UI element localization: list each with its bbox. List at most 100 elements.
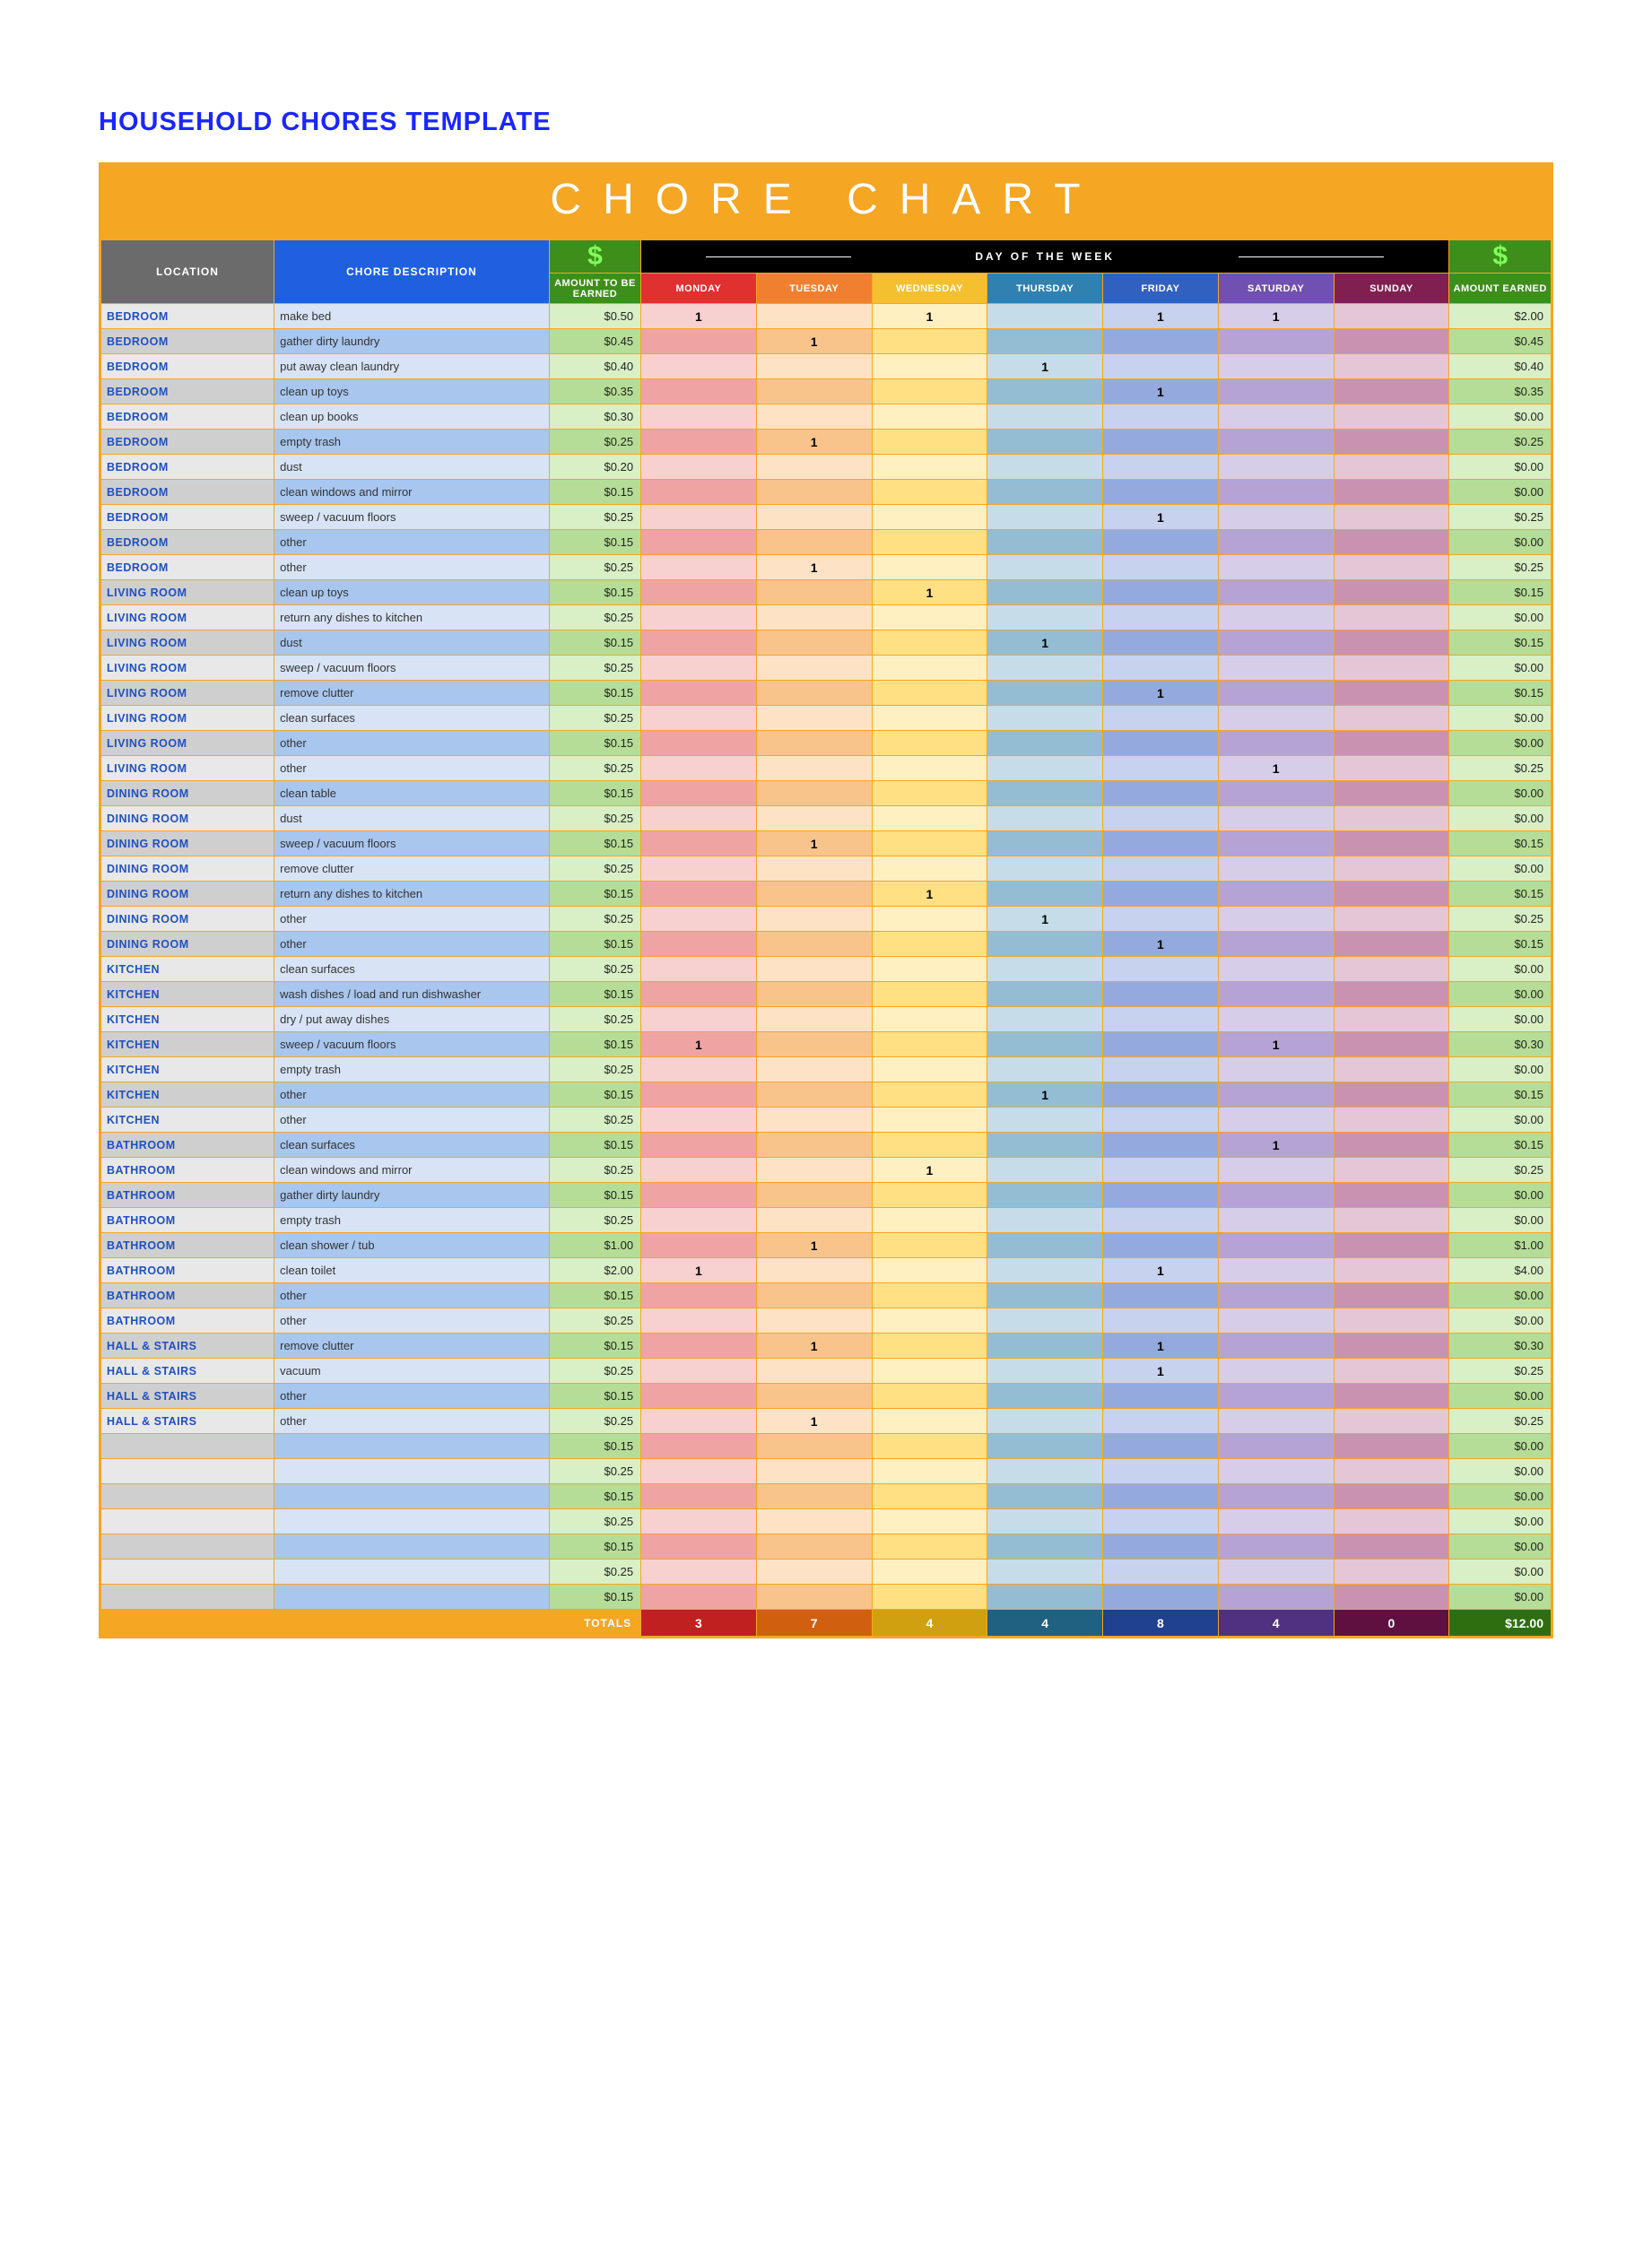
cell-day[interactable] — [872, 1560, 987, 1585]
cell-day[interactable] — [1334, 354, 1449, 379]
cell-day[interactable]: 1 — [756, 329, 872, 354]
cell-day[interactable] — [1218, 1585, 1334, 1610]
cell-day[interactable] — [641, 1082, 757, 1108]
cell-day[interactable] — [1334, 1208, 1449, 1233]
cell-day[interactable]: 1 — [756, 1409, 872, 1434]
cell-day[interactable] — [641, 1308, 757, 1334]
cell-day[interactable] — [872, 1484, 987, 1509]
cell-day[interactable] — [641, 856, 757, 882]
cell-day[interactable] — [1103, 1108, 1219, 1133]
cell-day[interactable] — [872, 430, 987, 455]
cell-day[interactable] — [641, 555, 757, 580]
cell-day[interactable] — [872, 856, 987, 882]
cell-day[interactable] — [1334, 1057, 1449, 1082]
cell-day[interactable] — [1218, 354, 1334, 379]
cell-day[interactable]: 1 — [756, 831, 872, 856]
cell-day[interactable]: 1 — [756, 1233, 872, 1258]
cell-day[interactable] — [1218, 1158, 1334, 1183]
cell-day[interactable] — [1103, 806, 1219, 831]
cell-day[interactable]: 1 — [756, 1334, 872, 1359]
cell-day[interactable] — [872, 354, 987, 379]
cell-day[interactable]: 1 — [756, 555, 872, 580]
cell-day[interactable] — [1334, 1032, 1449, 1057]
cell-day[interactable] — [1103, 1459, 1219, 1484]
cell-day[interactable] — [641, 354, 757, 379]
cell-day[interactable] — [641, 1434, 757, 1459]
cell-day[interactable]: 1 — [987, 354, 1103, 379]
cell-day[interactable] — [1218, 1283, 1334, 1308]
cell-day[interactable] — [641, 907, 757, 932]
cell-day[interactable] — [987, 1183, 1103, 1208]
cell-day[interactable]: 1 — [641, 304, 757, 329]
cell-day[interactable] — [756, 1032, 872, 1057]
cell-day[interactable]: 1 — [987, 630, 1103, 656]
cell-day[interactable] — [872, 932, 987, 957]
cell-day[interactable] — [872, 404, 987, 430]
cell-day[interactable] — [756, 530, 872, 555]
cell-day[interactable]: 1 — [1103, 681, 1219, 706]
cell-day[interactable] — [756, 1585, 872, 1610]
cell-day[interactable] — [641, 932, 757, 957]
cell-day[interactable] — [756, 505, 872, 530]
cell-day[interactable] — [987, 605, 1103, 630]
cell-day[interactable]: 1 — [872, 304, 987, 329]
cell-day[interactable] — [872, 1585, 987, 1610]
cell-day[interactable] — [641, 1585, 757, 1610]
cell-day[interactable] — [1334, 882, 1449, 907]
cell-day[interactable]: 1 — [1103, 379, 1219, 404]
cell-day[interactable]: 1 — [1218, 304, 1334, 329]
cell-day[interactable] — [1218, 882, 1334, 907]
cell-day[interactable]: 1 — [1218, 1032, 1334, 1057]
cell-day[interactable] — [1218, 656, 1334, 681]
cell-day[interactable] — [756, 1057, 872, 1082]
cell-day[interactable] — [641, 379, 757, 404]
cell-day[interactable]: 1 — [1218, 756, 1334, 781]
cell-day[interactable] — [872, 605, 987, 630]
cell-day[interactable] — [756, 756, 872, 781]
cell-day[interactable] — [756, 706, 872, 731]
cell-day[interactable] — [1103, 1233, 1219, 1258]
cell-day[interactable] — [1218, 580, 1334, 605]
cell-day[interactable] — [1334, 505, 1449, 530]
cell-day[interactable] — [1334, 831, 1449, 856]
cell-day[interactable] — [987, 505, 1103, 530]
cell-day[interactable] — [1218, 1082, 1334, 1108]
cell-day[interactable] — [1103, 982, 1219, 1007]
cell-day[interactable] — [1103, 882, 1219, 907]
cell-day[interactable] — [1103, 831, 1219, 856]
cell-day[interactable] — [641, 1384, 757, 1409]
cell-day[interactable] — [641, 1560, 757, 1585]
cell-day[interactable] — [1103, 1283, 1219, 1308]
cell-day[interactable] — [1218, 605, 1334, 630]
cell-day[interactable] — [1334, 480, 1449, 505]
cell-day[interactable] — [756, 379, 872, 404]
cell-day[interactable] — [641, 831, 757, 856]
cell-day[interactable] — [1103, 1534, 1219, 1560]
cell-day[interactable] — [1103, 555, 1219, 580]
cell-day[interactable] — [641, 1108, 757, 1133]
cell-day[interactable] — [1218, 1108, 1334, 1133]
cell-day[interactable] — [872, 1032, 987, 1057]
cell-day[interactable] — [1218, 932, 1334, 957]
cell-day[interactable] — [1218, 1308, 1334, 1334]
cell-day[interactable] — [987, 304, 1103, 329]
cell-day[interactable] — [1334, 1409, 1449, 1434]
cell-day[interactable] — [756, 681, 872, 706]
cell-day[interactable] — [1103, 1032, 1219, 1057]
cell-day[interactable] — [1334, 1158, 1449, 1183]
cell-day[interactable] — [872, 1359, 987, 1384]
cell-day[interactable] — [756, 304, 872, 329]
cell-day[interactable] — [641, 455, 757, 480]
cell-day[interactable]: 1 — [872, 882, 987, 907]
cell-day[interactable] — [1334, 379, 1449, 404]
cell-day[interactable] — [1334, 907, 1449, 932]
cell-day[interactable]: 1 — [872, 1158, 987, 1183]
cell-day[interactable] — [641, 630, 757, 656]
cell-day[interactable] — [1103, 404, 1219, 430]
cell-day[interactable] — [756, 630, 872, 656]
cell-day[interactable] — [641, 882, 757, 907]
cell-day[interactable] — [987, 1007, 1103, 1032]
cell-day[interactable] — [1334, 430, 1449, 455]
cell-day[interactable] — [1218, 706, 1334, 731]
cell-day[interactable] — [756, 1459, 872, 1484]
